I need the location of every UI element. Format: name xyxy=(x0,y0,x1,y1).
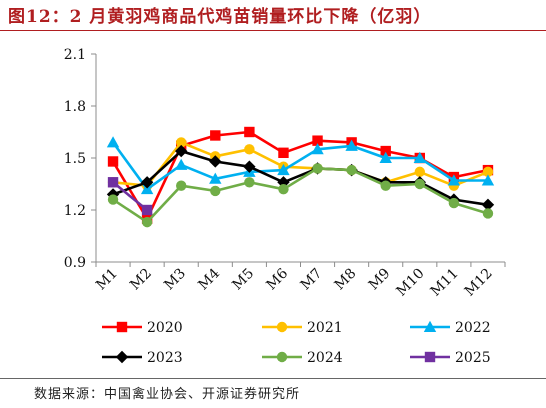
data-point-2025-M1 xyxy=(107,177,119,188)
x-tick-label: M7 xyxy=(298,266,326,294)
data-point-2022-M4 xyxy=(209,172,222,184)
legend-swatch-marker xyxy=(276,321,288,333)
x-tick-label: M12 xyxy=(462,266,496,300)
data-point-2022-M7 xyxy=(311,143,324,155)
data-point-2023-M3 xyxy=(175,144,188,158)
x-tick-label: M2 xyxy=(127,266,155,294)
x-tick-label: M9 xyxy=(366,266,394,294)
series-line-2022 xyxy=(111,141,488,191)
legend-label: 2022 xyxy=(455,320,491,336)
data-point-2024-M11 xyxy=(448,197,460,209)
series-line-2024 xyxy=(112,167,489,224)
data-point-2022-M8 xyxy=(345,139,358,151)
series-2023 xyxy=(106,144,495,211)
line-chart: 0.9 1.2 1.5 1.8 2.1 M1 M2 M3 M4 M5 M6 M7 M8 M9 M10 M11 M… xyxy=(64,47,506,366)
data-point-2023-M4 xyxy=(209,155,222,168)
data-point-2022-M10 xyxy=(413,151,426,163)
legend-item-2025: 2025 xyxy=(410,350,491,366)
x-tick-label: M5 xyxy=(229,266,257,294)
series-2024 xyxy=(107,163,494,228)
data-point-2025-M2 xyxy=(141,204,153,216)
data-point-2022-M2 xyxy=(140,183,154,195)
legend-label: 2023 xyxy=(147,350,183,366)
x-tick-label: M4 xyxy=(195,265,223,293)
data-point-2024-M5 xyxy=(244,177,255,188)
legend-swatch-marker xyxy=(276,351,288,363)
data-point-2023-M5 xyxy=(243,160,256,173)
x-tick-label: M10 xyxy=(394,266,428,300)
legend-item-2023: 2023 xyxy=(102,350,183,366)
legend-item-2020: 2020 xyxy=(102,320,183,336)
legend-label: 2024 xyxy=(307,350,343,366)
data-point-2022-M12 xyxy=(481,174,495,186)
series-2022 xyxy=(106,136,495,195)
legend-label: 2021 xyxy=(307,320,343,336)
data-point-2021-M5 xyxy=(244,144,255,155)
data-point-2020-M1 xyxy=(107,156,119,167)
x-tick-label: M8 xyxy=(332,266,360,294)
data-point-2020-M7 xyxy=(312,135,323,146)
y-tick-label: 1.5 xyxy=(64,151,86,167)
data-point-2022-M3 xyxy=(175,158,188,170)
series-line-2021 xyxy=(112,141,489,187)
data-point-2024-M6 xyxy=(278,184,289,195)
data-point-2024-M2 xyxy=(141,216,153,228)
legend-swatch-marker xyxy=(115,350,129,364)
data-point-2022-M11 xyxy=(447,174,461,186)
x-tick-label: M3 xyxy=(161,266,189,294)
legend-label: 2025 xyxy=(455,350,491,366)
title-divider xyxy=(0,30,546,31)
data-point-2020-M4 xyxy=(210,130,221,141)
legend-item-2024: 2024 xyxy=(262,350,343,366)
chart-series xyxy=(106,126,495,228)
data-point-2024-M12 xyxy=(482,208,494,219)
data-point-2024-M7 xyxy=(312,163,323,174)
data-point-2021-M10 xyxy=(414,166,425,178)
legend-swatch-marker xyxy=(116,321,128,333)
y-tick-label: 2.1 xyxy=(64,47,86,63)
x-tick-label: M1 xyxy=(93,266,121,294)
legend-label: 2020 xyxy=(147,320,183,336)
data-point-2024-M1 xyxy=(107,194,119,205)
source-divider xyxy=(0,378,546,379)
figure-source: 数据来源：中国禽业协会、开源证券研究所 xyxy=(34,387,301,402)
data-point-2024-M3 xyxy=(176,180,187,191)
series-line-2023 xyxy=(112,149,489,207)
data-point-2021-M3 xyxy=(176,137,187,148)
data-point-2021-M12 xyxy=(482,166,494,178)
data-point-2023-M2 xyxy=(140,176,154,189)
data-point-2022-M1 xyxy=(106,136,120,148)
legend-item-2022: 2022 xyxy=(410,320,491,336)
series-line-2025 xyxy=(112,181,148,212)
figure-title: 图12：2 月黄羽鸡商品代鸡苗销量环比下降（亿羽） xyxy=(8,7,432,27)
y-tick-label: 1.8 xyxy=(64,99,86,115)
data-point-2024-M9 xyxy=(380,180,391,191)
series-2025 xyxy=(107,177,153,216)
data-point-2024-M4 xyxy=(210,185,221,197)
y-tick-label: 0.9 xyxy=(64,255,86,271)
data-point-2020-M9 xyxy=(380,145,391,157)
legend-swatch-marker xyxy=(424,351,436,363)
data-point-2024-M10 xyxy=(414,178,425,190)
data-point-2022-M6 xyxy=(277,163,290,176)
data-point-2023-M12 xyxy=(481,198,495,211)
x-tick-label: M6 xyxy=(264,265,292,293)
legend-item-2021: 2021 xyxy=(262,320,343,336)
chart-legend: 2020 2021 2022 2023 2024 2025 xyxy=(102,320,491,366)
y-tick-label: 1.2 xyxy=(64,203,86,219)
data-point-2020-M6 xyxy=(278,147,289,158)
data-point-2024-M8 xyxy=(346,164,357,176)
data-point-2022-M9 xyxy=(379,151,392,163)
data-point-2020-M5 xyxy=(244,126,255,138)
legend-swatch-marker xyxy=(423,320,437,332)
x-tick-label: M11 xyxy=(428,266,462,300)
